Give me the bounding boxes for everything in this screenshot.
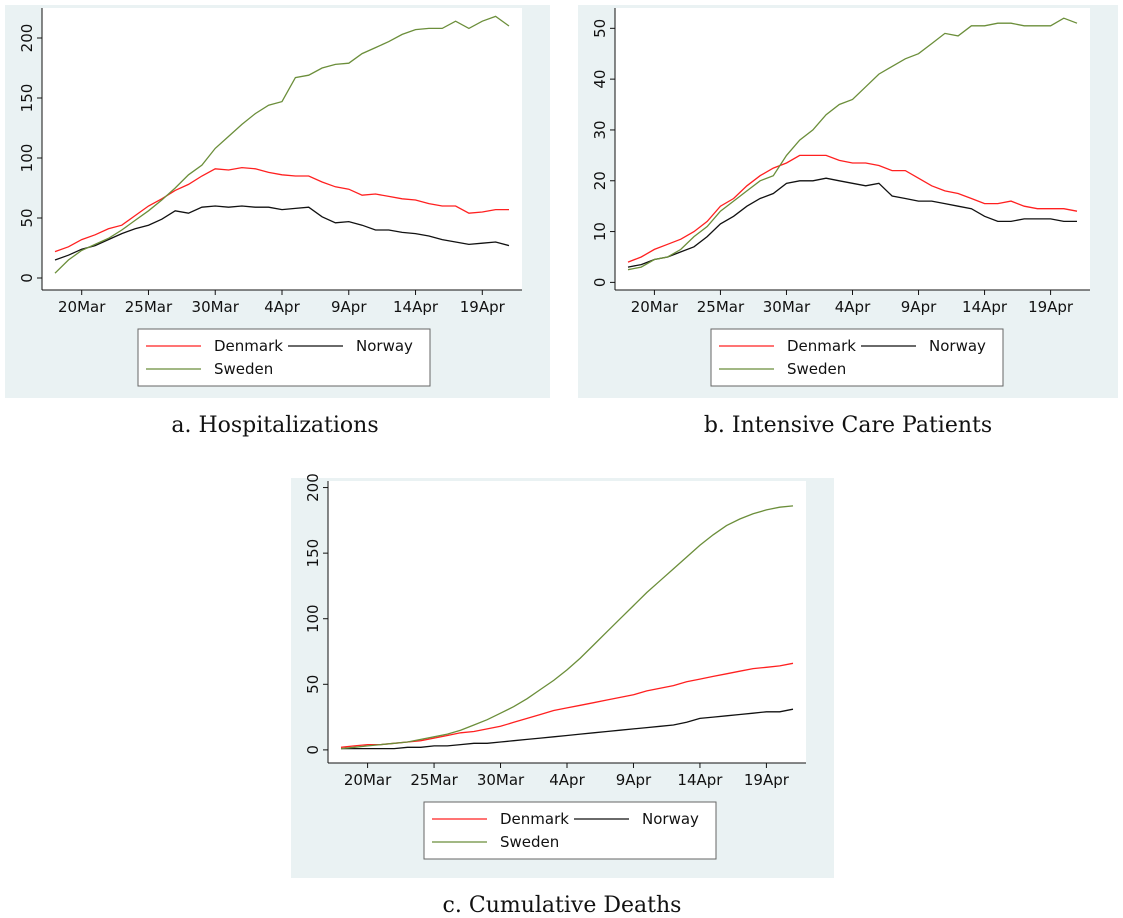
legend-label: Norway — [356, 337, 413, 355]
x-tick-label: 30Mar — [763, 298, 811, 316]
x-tick-label: 9Apr — [616, 771, 652, 789]
y-tick-label: 50 — [18, 208, 36, 227]
series-line — [627, 154, 1078, 263]
y-tick-label: 20 — [591, 171, 609, 190]
plot-area — [42, 8, 522, 290]
series-line — [54, 15, 510, 274]
x-tick-label: 19Apr — [744, 771, 790, 789]
series-line — [54, 166, 509, 253]
legend-label: Sweden — [214, 360, 273, 378]
x-tick-label: 20Mar — [631, 298, 679, 316]
x-tick-label: 9Apr — [331, 298, 367, 316]
y-tick-label: 0 — [18, 273, 36, 283]
caption: c. Cumulative Deaths — [443, 893, 682, 918]
x-tick-label: 30Mar — [477, 771, 525, 789]
legend-label: Norway — [929, 337, 986, 355]
y-tick-label: 40 — [591, 70, 609, 89]
x-tick-label: 19Apr — [460, 298, 506, 316]
plot-area — [615, 8, 1090, 290]
caption: b. Intensive Care Patients — [704, 413, 992, 438]
y-tick-label: 100 — [18, 144, 36, 173]
y-tick-label: 100 — [304, 604, 322, 633]
y-tick-label: 10 — [591, 222, 609, 241]
legend-box — [137, 328, 431, 387]
x-tick-label: 4Apr — [549, 771, 585, 789]
series-line — [340, 505, 794, 750]
legend-box — [423, 801, 717, 860]
x-tick-label: 25Mar — [410, 771, 458, 789]
x-tick-label: 9Apr — [901, 298, 937, 316]
x-tick-label: 19Apr — [1028, 298, 1074, 316]
series-line — [627, 17, 1078, 271]
caption: a. Hospitalizations — [171, 413, 378, 438]
x-tick-label: 20Mar — [58, 298, 106, 316]
legend-label: Denmark — [787, 337, 856, 355]
series-line — [54, 205, 510, 261]
x-tick-label: 4Apr — [264, 298, 300, 316]
y-tick-label: 150 — [304, 539, 322, 568]
legend-box — [710, 328, 1004, 387]
legend-label: Sweden — [500, 833, 559, 851]
plot-area — [328, 481, 806, 763]
y-tick-label: 0 — [591, 278, 609, 288]
y-tick-label: 50 — [304, 675, 322, 694]
x-tick-label: 20Mar — [344, 771, 392, 789]
x-tick-label: 30Mar — [192, 298, 240, 316]
x-tick-label: 25Mar — [125, 298, 173, 316]
series-line — [340, 662, 794, 748]
x-tick-label: 25Mar — [697, 298, 745, 316]
y-tick-label: 150 — [18, 84, 36, 113]
legend-label: Sweden — [787, 360, 846, 378]
y-tick-label: 200 — [304, 473, 322, 502]
legend-label: Denmark — [500, 810, 569, 828]
legend-label: Norway — [642, 810, 699, 828]
x-tick-label: 14Apr — [962, 298, 1008, 316]
y-tick-label: 30 — [591, 120, 609, 139]
y-tick-label: 0 — [304, 745, 322, 755]
x-tick-label: 14Apr — [393, 298, 439, 316]
series-line — [627, 177, 1077, 268]
y-tick-label: 200 — [18, 24, 36, 53]
x-tick-label: 4Apr — [835, 298, 871, 316]
y-tick-label: 50 — [591, 19, 609, 38]
legend-label: Denmark — [214, 337, 283, 355]
x-tick-label: 14Apr — [677, 771, 723, 789]
series-line — [341, 708, 794, 750]
